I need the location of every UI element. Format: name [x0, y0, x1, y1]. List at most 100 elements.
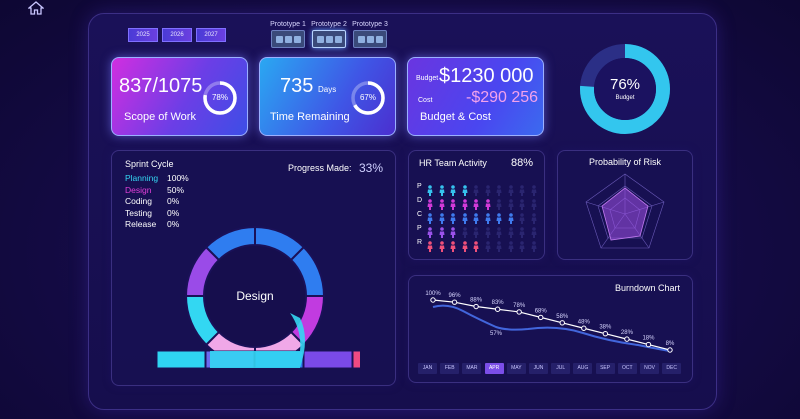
person-icon: [427, 183, 433, 196]
month-button-nov[interactable]: NOV: [640, 363, 659, 374]
time-remaining-card[interactable]: 735 Days Time Remaining 67%: [259, 57, 396, 136]
person-icon: [462, 197, 468, 210]
phase-value-planning: 100%: [167, 173, 189, 183]
burndown-label: 83%: [492, 300, 505, 306]
risk-title: Probability of Risk: [589, 157, 662, 167]
person-icon: [439, 211, 445, 224]
burndown-label: 58%: [556, 314, 569, 320]
person-icon: [450, 225, 456, 238]
budget-donut-percent: 76%: [609, 76, 641, 93]
person-icon: [519, 197, 525, 210]
sprint-wheel: [156, 225, 360, 369]
home-icon[interactable]: [28, 1, 44, 15]
budget-donut[interactable]: [575, 39, 675, 139]
prototype-1-thumbnail[interactable]: [271, 30, 305, 48]
person-icon: [473, 239, 479, 252]
hr-row-label: P: [417, 225, 422, 232]
person-icon: [496, 197, 502, 210]
person-icon: [439, 239, 445, 252]
time-caption: Time Remaining: [270, 111, 350, 123]
person-icon: [427, 239, 433, 252]
month-button-sep[interactable]: SEP: [595, 363, 615, 374]
person-icon: [450, 183, 456, 196]
budget-cost-card[interactable]: Budget $1230 000 Cost -$290 256 Budget &…: [407, 57, 544, 136]
burndown-label: 28%: [621, 330, 634, 336]
prototype-3-thumbnail[interactable]: [353, 30, 387, 48]
person-icon: [531, 239, 537, 252]
person-icon: [531, 183, 537, 196]
burndown-point: [645, 341, 652, 348]
burndown-actual-label: 57%: [490, 331, 503, 337]
time-value: 735: [280, 75, 314, 97]
month-button-jul[interactable]: JUL: [551, 363, 571, 374]
burndown-label: 78%: [513, 303, 526, 309]
scope-percent: 78%: [211, 93, 228, 102]
burndown-label: 100%: [425, 291, 441, 297]
burndown-label: 18%: [642, 336, 655, 342]
month-button-jan[interactable]: JAN: [418, 363, 437, 374]
sprint-title: Sprint Cycle: [125, 159, 174, 169]
month-button-apr[interactable]: APR: [484, 363, 504, 374]
burndown-label: 38%: [599, 325, 612, 331]
sprint-wheel-segment: [204, 225, 256, 262]
person-icon: [473, 225, 479, 238]
person-icon: [519, 225, 525, 238]
scope-of-work-card[interactable]: 837/1075 Scope of Work 78%: [111, 57, 248, 136]
person-icon: [531, 225, 537, 238]
burndown-label: 68%: [535, 308, 548, 314]
person-icon: [462, 225, 468, 238]
burndown-title: Burndown Chart: [615, 283, 681, 293]
person-icon: [427, 225, 433, 238]
phase-name-release: Release: [125, 219, 157, 229]
burndown-point: [602, 330, 609, 337]
month-button-feb[interactable]: FEB: [440, 363, 460, 374]
prototype-2-thumbnail[interactable]: [312, 30, 346, 48]
person-icon: [485, 183, 491, 196]
person-icon: [485, 197, 491, 210]
phase-name-design: Design: [125, 184, 152, 195]
prototype-3-label: Prototype 3: [352, 21, 388, 28]
month-button-dec[interactable]: DEC: [662, 363, 682, 374]
phase-name-planning: Planning: [125, 173, 159, 183]
burndown-point: [559, 320, 565, 326]
sprint-center-label: Design: [236, 289, 274, 303]
burndown-label: 48%: [578, 319, 591, 325]
hr-row-label: R: [417, 239, 423, 246]
scope-progress-ring: [203, 81, 237, 115]
month-button-mar[interactable]: MAR: [462, 363, 482, 374]
burndown-point: [516, 309, 522, 315]
month-button-aug[interactable]: AUG: [573, 363, 593, 374]
burndown-point: [624, 336, 630, 342]
person-icon: [508, 239, 514, 252]
person-icon: [427, 211, 433, 224]
burndown-label: 88%: [470, 298, 483, 304]
year-button-2026[interactable]: 2026: [162, 28, 192, 42]
person-icon: [508, 211, 514, 224]
burndown-point: [494, 306, 501, 312]
year-button-2027[interactable]: 2027: [196, 28, 226, 42]
hr-value: 88%: [511, 157, 534, 169]
person-icon: [508, 183, 514, 196]
burndown-point: [667, 347, 673, 353]
month-button-oct[interactable]: OCT: [617, 363, 637, 374]
sprint-bar-segment: [156, 350, 206, 369]
burndown-point: [581, 325, 587, 331]
year-button-2025[interactable]: 2025: [128, 28, 158, 42]
month-button-may[interactable]: MAY: [506, 363, 526, 374]
person-icon: [450, 239, 456, 252]
burndown-point: [473, 303, 479, 310]
person-icon: [485, 225, 491, 238]
burndown-chart: 100% 96% 88% 83% 78% 68% 58% 48% 38% 28% 18% 8% 57%: [425, 291, 675, 353]
month-button-jun[interactable]: JUN: [529, 363, 548, 374]
budget-value: $1230 000: [439, 65, 534, 87]
time-unit: Days: [318, 85, 337, 94]
prototype-1-label: Prototype 1: [270, 21, 306, 28]
person-icon: [439, 183, 445, 196]
person-icon: [519, 211, 525, 224]
time-percent: 67%: [359, 93, 376, 102]
budget-label: Budget: [416, 75, 439, 82]
phase-name-testing: Testing: [125, 207, 152, 218]
cost-value: -$290 256: [466, 89, 539, 106]
person-icon: [531, 197, 537, 210]
person-icon: [531, 211, 537, 224]
